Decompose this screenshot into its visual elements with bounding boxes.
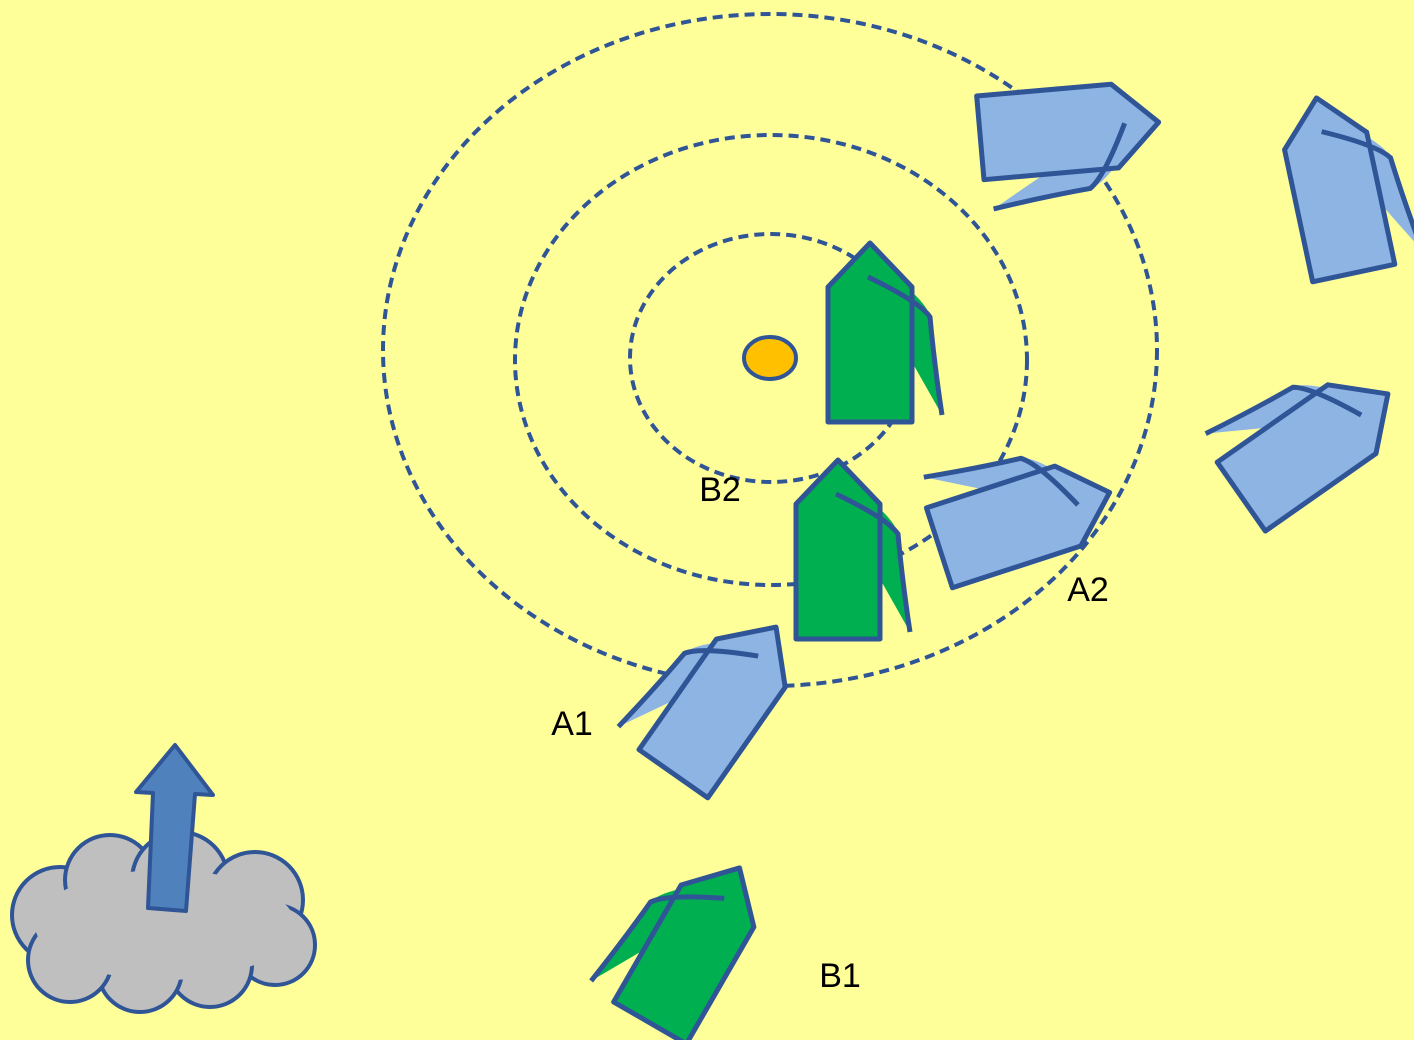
- middle-zone: [513, 133, 1029, 587]
- boat: [1275, 83, 1414, 282]
- boat: [917, 424, 1122, 588]
- boat: [1200, 335, 1412, 531]
- boat: [977, 80, 1165, 209]
- mark: [742, 335, 798, 381]
- boat: [828, 243, 942, 422]
- boat-label: B2: [699, 471, 741, 509]
- boat-label: A2: [1067, 571, 1109, 609]
- boat: [796, 460, 910, 639]
- cloud: [10, 830, 317, 1014]
- boat: [614, 586, 810, 798]
- boat-label: A1: [551, 705, 593, 743]
- wind-arrow: [134, 743, 215, 913]
- boat-label: B1: [819, 957, 861, 995]
- boat: [588, 832, 776, 1040]
